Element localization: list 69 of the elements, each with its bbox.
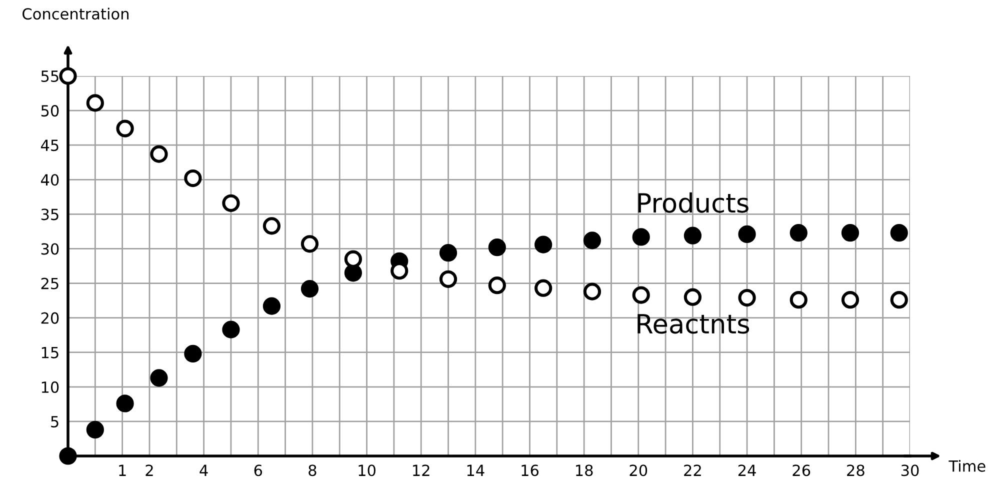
point (890, 224, 908, 242)
x-tick-label: 8 (308, 464, 316, 476)
y-tick-label: 25 (41, 278, 58, 290)
x-tick-label: 20 (630, 464, 648, 476)
point (841, 291, 860, 309)
x-tick-label: 28 (847, 464, 864, 476)
point (439, 270, 458, 288)
point (583, 232, 602, 250)
point (184, 169, 202, 188)
x-tick-label: 14 (467, 464, 484, 476)
point (488, 238, 506, 256)
y-tick-label: 40 (40, 174, 59, 186)
y-tick-label: 35 (41, 208, 58, 220)
y-tick-label: 30 (41, 243, 59, 255)
point (150, 145, 168, 163)
point (439, 244, 458, 262)
x-tick-label: 26 (792, 464, 810, 476)
x-tick-label: 1 (119, 464, 126, 476)
y-tick-label: 45 (40, 140, 58, 152)
series-label: Products (638, 192, 748, 213)
point (59, 67, 77, 85)
x-tick-label: 18 (576, 464, 593, 476)
point (262, 297, 281, 315)
point (632, 228, 650, 246)
point (86, 94, 104, 112)
point (116, 394, 134, 412)
x-tick-label: 10 (358, 464, 376, 476)
point (222, 320, 240, 338)
point (488, 276, 506, 294)
point (738, 225, 756, 244)
y-tick-label: 20 (41, 312, 59, 324)
y-tick-label: 5 (51, 416, 58, 428)
x-tick-label: 30 (901, 464, 919, 476)
point (684, 288, 702, 306)
point (583, 282, 602, 300)
point (534, 279, 552, 297)
x-tick-label: 22 (684, 464, 701, 476)
x-tick-label: 16 (522, 464, 538, 476)
x-axis-title: Time (948, 460, 986, 472)
point (222, 194, 240, 212)
x-tick-label: 2 (146, 464, 153, 476)
point (116, 120, 134, 138)
point (841, 224, 860, 242)
point (300, 280, 319, 298)
point (534, 236, 552, 254)
x-tick-label: 12 (413, 464, 430, 476)
x-tick-label: 24 (738, 464, 756, 476)
point (790, 291, 808, 309)
point (890, 291, 908, 309)
y-tick-label: 15 (42, 347, 58, 358)
y-tick-label: 50 (41, 105, 59, 117)
point (262, 217, 281, 235)
point (632, 286, 650, 304)
x-tick-label: 4 (200, 464, 208, 476)
y-tick-label: 55 (41, 70, 58, 82)
point (300, 235, 319, 253)
y-tick-label: 10 (42, 381, 59, 393)
point (184, 344, 202, 363)
point (344, 264, 362, 282)
point (684, 226, 702, 244)
point (790, 224, 808, 242)
series-label: Reactnts (638, 314, 750, 334)
point (738, 288, 756, 307)
point (344, 250, 362, 268)
point (150, 369, 168, 387)
y-axis-title: Concentration (22, 8, 128, 20)
point (86, 420, 104, 439)
point (59, 447, 77, 465)
x-tick-label: 6 (254, 464, 262, 476)
